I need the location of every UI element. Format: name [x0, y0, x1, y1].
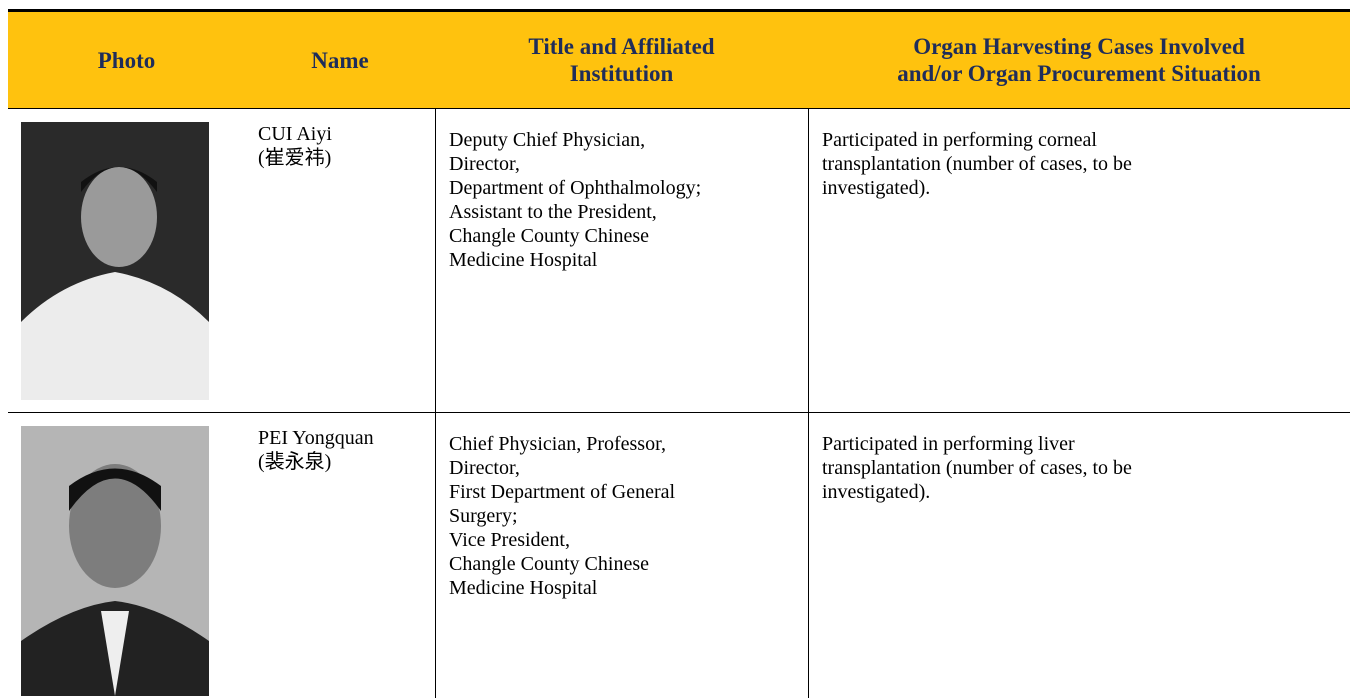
- title-line: Vice President,: [449, 529, 570, 551]
- header-cell: Photo: [97, 47, 156, 73]
- header-cell: Name: [311, 47, 369, 73]
- title-line: Chief Physician, Professor,: [449, 433, 666, 455]
- cases-line: investigated).: [822, 177, 931, 199]
- header-line: and/or Organ Procurement Situation: [897, 61, 1261, 86]
- title-line: First Department of General: [449, 481, 676, 503]
- title-line: Assistant to the President,: [449, 201, 657, 223]
- title-line: Medicine Hospital: [449, 249, 598, 271]
- title-line: Surgery;: [449, 505, 518, 527]
- name-line: CUI Aiyi: [258, 123, 332, 145]
- name-cell: PEI Yongquan (裴永泉): [258, 426, 374, 474]
- header-line: Institution: [569, 61, 674, 86]
- title-line: Changle County Chinese: [449, 553, 649, 575]
- column-divider: [808, 412, 809, 698]
- name-cell: CUI Aiyi (崔爱祎): [258, 122, 332, 170]
- cases-line: transplantation (number of cases, to be: [822, 457, 1132, 479]
- title-line: Department of Ophthalmology;: [449, 177, 702, 199]
- header-cell: Title and Affiliated Institution: [435, 12, 808, 108]
- title-line: Medicine Hospital: [449, 577, 598, 599]
- row-divider: [8, 412, 1350, 413]
- column-divider: [435, 108, 436, 412]
- cases-line: Participated in performing corneal: [822, 129, 1097, 151]
- title-line: Changle County Chinese: [449, 225, 649, 247]
- title-cell: Chief Physician, Professor, Director, Firs…: [449, 432, 675, 600]
- header-line: Organ Harvesting Cases Involved: [913, 34, 1245, 59]
- title-line: Deputy Chief Physician,: [449, 129, 646, 151]
- top-border: [8, 9, 1350, 12]
- photo: [21, 426, 209, 696]
- title-line: Director,: [449, 457, 520, 479]
- title-line: Director,: [449, 153, 520, 175]
- name-line: (裴永泉): [258, 451, 332, 473]
- name-line: PEI Yongquan: [258, 427, 374, 449]
- cases-cell: Participated in performing liver transpla…: [822, 432, 1132, 504]
- header-line: Title and Affiliated: [528, 34, 715, 59]
- cases-line: investigated).: [822, 481, 931, 503]
- cases-line: transplantation (number of cases, to be: [822, 153, 1132, 175]
- photo: [21, 122, 209, 400]
- title-cell: Deputy Chief Physician, Director, Departme…: [449, 128, 701, 272]
- column-divider: [808, 108, 809, 412]
- cases-cell: Participated in performing corneal transp…: [822, 128, 1132, 200]
- table-header: Photo Name Title and Affiliated Institution…: [8, 12, 1350, 109]
- header-cell: Organ Harvesting Cases Involved and/or Or…: [808, 12, 1350, 108]
- cases-line: Participated in performing liver: [822, 433, 1075, 455]
- column-divider: [435, 412, 436, 698]
- name-line: (崔爱祎): [258, 147, 332, 169]
